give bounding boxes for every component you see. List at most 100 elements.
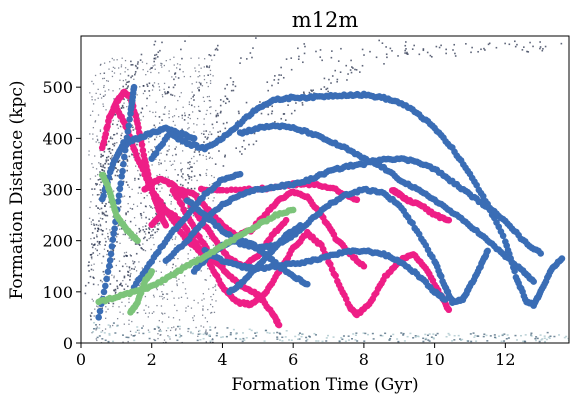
disk-pixel	[507, 337, 510, 339]
density-pixel	[119, 228, 121, 230]
density-pixel	[171, 238, 174, 241]
data-point-blue	[409, 219, 416, 227]
density-pixel	[143, 211, 145, 214]
disk-pixel	[104, 339, 107, 342]
density-pixel	[214, 163, 217, 165]
disk-pixel	[272, 332, 275, 334]
density-pixel	[161, 291, 163, 293]
density-pixel	[132, 129, 135, 131]
density-pixel	[111, 149, 114, 151]
density-pixel	[126, 165, 129, 167]
density-pixel	[179, 95, 181, 98]
disk-pixel	[314, 334, 317, 336]
density-pixel	[166, 150, 168, 152]
density-pixel	[147, 316, 149, 318]
density-pixel	[207, 197, 210, 199]
density-pixel	[129, 274, 131, 276]
density-pixel	[116, 317, 119, 320]
density-pixel	[210, 133, 213, 136]
disk-pixel	[534, 337, 537, 340]
density-pixel	[99, 149, 101, 152]
density-pixel	[181, 57, 183, 60]
density-pixel	[165, 169, 168, 172]
density-pixel	[152, 65, 154, 67]
disk-pixel	[208, 334, 211, 336]
density-pixel	[174, 238, 176, 240]
disk-pixel	[541, 338, 544, 340]
density-pixel	[99, 93, 102, 95]
density-pixel	[158, 173, 161, 176]
density-pixel	[169, 160, 171, 162]
density-pixel	[111, 178, 113, 180]
density-pixel	[134, 128, 136, 130]
density-pixel	[311, 90, 313, 93]
density-pixel	[189, 163, 191, 166]
density-pixel	[236, 120, 239, 122]
density-pixel	[188, 101, 191, 103]
disk-pixel	[338, 340, 341, 343]
density-pixel	[202, 308, 204, 310]
density-pixel	[198, 88, 200, 91]
data-point-blue	[124, 128, 132, 135]
density-pixel	[124, 71, 126, 73]
density-pixel	[418, 53, 421, 56]
density-pixel	[483, 47, 485, 50]
density-pixel	[389, 47, 392, 50]
density-pixel	[213, 176, 215, 179]
density-pixel	[202, 326, 205, 328]
density-pixel	[105, 317, 107, 319]
density-pixel	[205, 172, 207, 175]
disk-pixel	[281, 340, 284, 342]
density-pixel	[144, 225, 147, 227]
density-pixel	[266, 81, 269, 83]
density-pixel	[161, 63, 163, 65]
density-pixel	[187, 174, 189, 176]
density-pixel	[185, 307, 187, 309]
density-pixel	[238, 112, 240, 115]
density-pixel	[453, 43, 456, 46]
density-pixel	[209, 156, 211, 158]
density-pixel	[215, 114, 218, 117]
density-pixel	[155, 136, 158, 138]
density-pixel	[127, 210, 129, 213]
disk-pixel	[278, 339, 281, 341]
disk-pixel	[355, 332, 358, 334]
disk-pixel	[98, 327, 101, 329]
density-pixel	[103, 62, 106, 64]
data-point-pink	[162, 222, 170, 229]
disk-pixel	[266, 331, 269, 334]
density-pixel	[153, 311, 155, 313]
density-pixel	[228, 100, 230, 103]
density-pixel	[187, 128, 189, 130]
density-pixel	[216, 121, 218, 123]
disk-pixel	[95, 324, 98, 326]
density-pixel	[200, 82, 202, 84]
disk-pixel	[332, 336, 335, 338]
density-pixel	[139, 173, 141, 175]
density-pixel	[198, 71, 200, 73]
density-pixel	[193, 155, 195, 158]
density-pixel	[303, 52, 306, 55]
density-pixel	[542, 48, 544, 50]
density-pixel	[151, 234, 154, 236]
density-pixel	[99, 64, 102, 66]
density-pixel	[105, 311, 107, 313]
density-pixel	[176, 284, 178, 287]
density-pixel	[197, 76, 199, 78]
density-pixel	[282, 113, 285, 115]
density-pixel	[206, 236, 208, 238]
density-pixel	[190, 104, 193, 107]
density-pixel	[179, 143, 182, 145]
density-pixel	[378, 39, 380, 42]
data-point-blue	[96, 307, 104, 315]
density-pixel	[108, 89, 110, 91]
density-pixel	[159, 334, 161, 336]
density-pixel	[122, 279, 124, 282]
density-pixel	[94, 121, 96, 123]
density-pixel	[274, 75, 276, 77]
density-pixel	[117, 233, 119, 236]
density-pixel	[97, 139, 99, 142]
density-pixel	[122, 98, 125, 100]
disk-pixel	[167, 327, 170, 329]
disk-pixel	[381, 335, 384, 337]
